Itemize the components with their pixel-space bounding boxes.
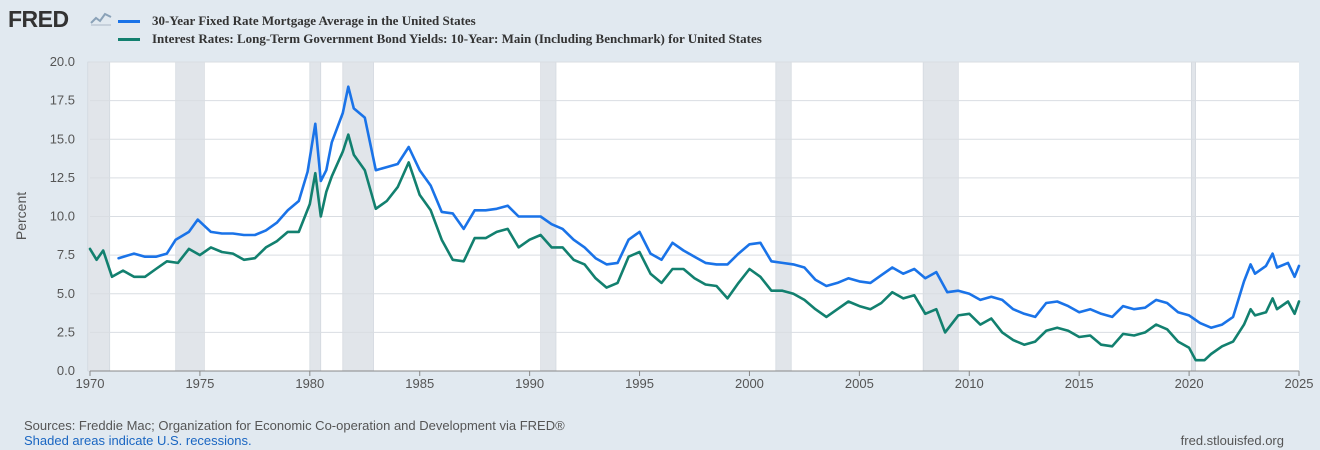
x-tick-label-6: 2000 <box>735 376 764 391</box>
y-tick-label-0: 0.0 <box>57 363 75 378</box>
x-tick-label-9: 2015 <box>1065 376 1094 391</box>
x-tick-label-1: 1975 <box>185 376 214 391</box>
y-tick-label-4: 10.0 <box>50 209 75 224</box>
footer-sources: Sources: Freddie Mac; Organization for E… <box>24 418 565 433</box>
x-tick-label-10: 2020 <box>1175 376 1204 391</box>
legend-label-treasury: Interest Rates: Long-Term Government Bon… <box>152 31 762 46</box>
recessions-note-link[interactable]: Shaded areas indicate U.S. recessions. <box>24 433 252 448</box>
y-tick-label-3: 7.5 <box>57 247 75 262</box>
y-tick-label-1: 2.5 <box>57 324 75 339</box>
series-line-mortgage <box>117 85 1301 330</box>
fred-logo: FRED <box>8 6 69 32</box>
y-tick-label-5: 12.5 <box>50 170 75 185</box>
legend-swatch-treasury <box>118 38 140 41</box>
x-tick-label-8: 2010 <box>955 376 984 391</box>
x-tick-label-3: 1985 <box>405 376 434 391</box>
y-tick-label-8: 20.0 <box>50 54 75 69</box>
x-tick-label-7: 2005 <box>845 376 874 391</box>
x-tick-label-5: 1995 <box>625 376 654 391</box>
site-url[interactable]: fred.stlouisfed.org <box>1180 433 1284 448</box>
series-lines <box>88 85 1301 362</box>
y-tick-label-2: 5.0 <box>57 286 75 301</box>
axes: 0.0 2.5 5.0 7.5 10.0 12.5 15.0 17.5 20.0 1970 1975… <box>50 54 1314 391</box>
x-tick-label-4: 1990 <box>515 376 544 391</box>
fred-logo-chart-icon <box>90 10 112 26</box>
legend-swatch-mortgage <box>118 20 140 23</box>
x-tick-label-0: 1970 <box>76 376 105 391</box>
chart-svg: 0.0 2.5 5.0 7.5 10.0 12.5 15.0 17.5 20.0 1970 1975… <box>13 54 1314 391</box>
series-line-treasury <box>88 133 1301 362</box>
legend-label-mortgage: 30-Year Fixed Rate Mortgage Average in t… <box>152 13 476 28</box>
y-tick-label-7: 17.5 <box>50 93 75 108</box>
x-tick-label-11: 2025 <box>1285 376 1314 391</box>
y-tick-label-6: 15.0 <box>50 131 75 146</box>
y-axis-label: Percent <box>13 192 29 240</box>
x-tick-label-2: 1980 <box>295 376 324 391</box>
